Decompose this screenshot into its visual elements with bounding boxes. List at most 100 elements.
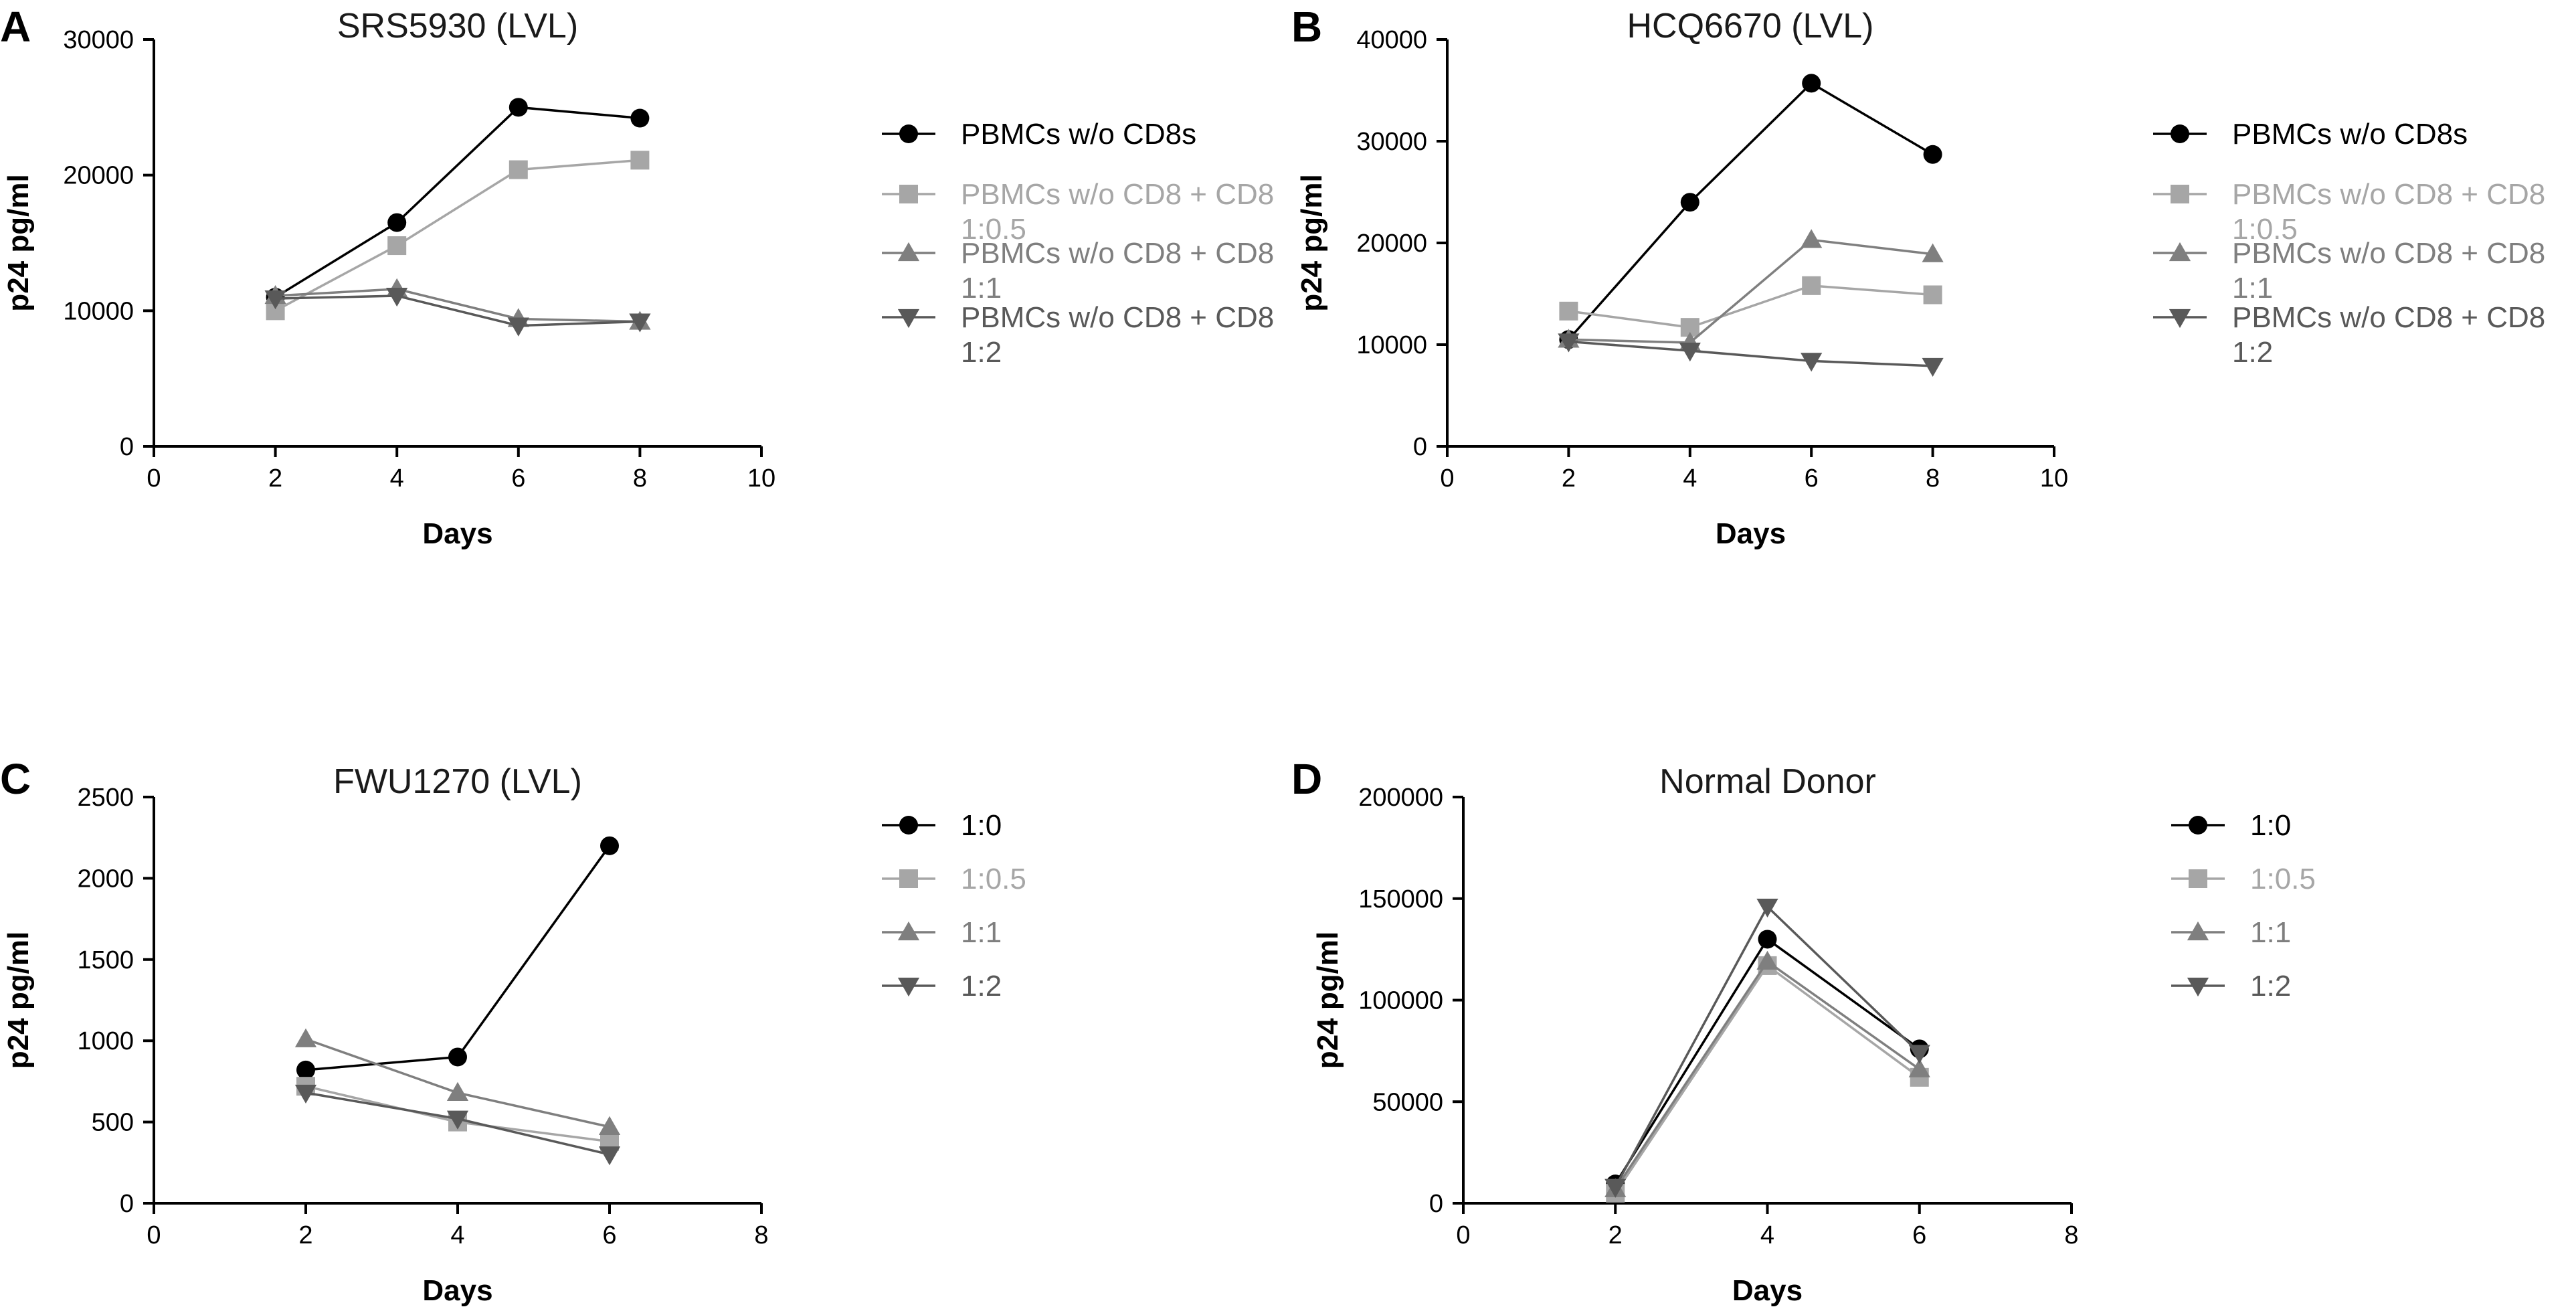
y-tick-label: 10000 [63, 297, 134, 325]
legend-label-line2: 1:0.5 [961, 213, 1026, 246]
data-point [264, 290, 286, 310]
y-tick-label: 2500 [77, 784, 134, 812]
y-tick-label: 2000 [77, 865, 134, 893]
x-axis-label: Days [422, 1274, 492, 1307]
series-line [1614, 937, 1920, 1185]
data-point [1908, 1058, 1930, 1077]
legend-item: 1:0 [882, 809, 1002, 842]
data-point [1559, 301, 1578, 321]
data-point [629, 313, 651, 333]
data-point [294, 1028, 317, 1047]
chart-panel-a: A SRS5930 (LVL) 0 2 4 6 8 10 0 10000 20000 30000 Day… [0, 3, 1274, 550]
series-1 [266, 98, 650, 307]
x-tick-label: 2 [1608, 1221, 1623, 1249]
legend-label-line2: 1:1 [961, 272, 1002, 304]
legend-label: PBMCs w/o CD8 + CD8 [2232, 237, 2545, 270]
y-tick-label: 500 [92, 1109, 134, 1137]
legend: 1:0 1:0.5 1:1 1:2 [2171, 809, 2316, 1002]
series-line [274, 106, 640, 298]
series-line [275, 288, 640, 323]
legend: 1:0 1:0.5 1:1 1:2 [882, 809, 1026, 1002]
legend-marker [2189, 869, 2207, 888]
data-point [448, 1047, 467, 1067]
data-point [446, 1110, 469, 1130]
series-line [1614, 905, 1920, 1188]
x-tick-label: 4 [390, 464, 404, 493]
x-tick-label: 0 [1456, 1221, 1470, 1249]
data-point [1558, 333, 1580, 353]
y-tick-label: 0 [120, 1190, 134, 1218]
legend-item: 1:0.5 [882, 863, 1026, 895]
x-axis-label: Days [1716, 517, 1786, 550]
y-axis-label: p24 pg/ml [1311, 932, 1344, 1069]
y-tick-label: 1500 [77, 946, 134, 974]
x-axis-label: Days [1732, 1274, 1803, 1307]
legend-label: PBMCs w/o CD8 + CD8 [961, 301, 1274, 334]
legend-item: PBMCs w/o CD8s [2153, 118, 2468, 151]
y-tick-label: 10000 [1356, 331, 1427, 359]
legend-item: PBMCs w/o CD8s [882, 118, 1196, 151]
legend-label: PBMCs w/o CD8 + CD8 [961, 237, 1274, 270]
y-tick-label: 0 [1413, 433, 1427, 461]
y-tick-label: 50000 [1372, 1088, 1443, 1116]
legend-marker [897, 309, 920, 329]
y-tick-label: 150000 [1358, 885, 1443, 913]
legend-label: 1:0 [2250, 809, 2291, 842]
legend-label: 1:2 [961, 970, 1002, 1002]
x-tick-label: 8 [754, 1221, 768, 1249]
data-point [446, 1081, 469, 1101]
legend-marker [2169, 242, 2191, 262]
x-tick-label: 8 [2064, 1221, 2078, 1249]
chart-title: FWU1270 (LVL) [333, 762, 582, 801]
data-point [1923, 145, 1942, 164]
data-point [1604, 1178, 1627, 1198]
chart-panel-d: D Normal Donor 0 2 4 6 8 0 50000 100000 150000 2000… [1291, 755, 2316, 1307]
series-3 [1604, 950, 1930, 1197]
series-line [305, 845, 611, 1071]
data-point [1758, 930, 1777, 949]
y-tick-label: 100000 [1358, 987, 1443, 1015]
y-tick-label: 0 [1429, 1190, 1443, 1218]
panel-label: D [1291, 755, 1322, 803]
y-axis-label: p24 pg/ml [1295, 174, 1328, 311]
data-point [1801, 353, 1823, 372]
legend-label: PBMCs w/o CD8 + CD8 [2232, 301, 2545, 334]
y-tick-label: 20000 [1356, 230, 1427, 258]
legend-marker [899, 869, 918, 888]
panel-label: C [0, 755, 31, 803]
legend-marker [2171, 185, 2189, 203]
legend-label: 1:0.5 [961, 863, 1026, 895]
series-2 [266, 151, 650, 321]
x-tick-label: 10 [2040, 464, 2068, 493]
chart-panel-b: B HCQ6670 (LVL) 0 2 4 6 8 10 0 10000 20000 30000 400… [1291, 3, 2545, 550]
data-point [1756, 898, 1778, 917]
x-tick-label: 2 [1562, 464, 1576, 493]
data-point [600, 836, 619, 855]
legend-label: PBMCs w/o CD8s [2232, 118, 2468, 151]
data-point [509, 98, 528, 117]
data-point [1680, 193, 1699, 212]
series-line [274, 159, 640, 312]
y-tick-label: 20000 [63, 162, 134, 190]
y-axis-label: p24 pg/ml [2, 932, 35, 1069]
x-tick-label: 6 [1912, 1221, 1926, 1249]
y-axis-label: p24 pg/ml [2, 174, 35, 311]
data-point [1922, 357, 1944, 377]
data-point [630, 151, 650, 170]
series-4 [1558, 333, 1944, 377]
panel-label: A [0, 3, 31, 51]
x-tick-label: 8 [1926, 464, 1940, 493]
panel-label: B [1291, 3, 1322, 51]
legend-item: 1:1 [882, 916, 1002, 949]
chart-title: SRS5930 (LVL) [337, 7, 578, 46]
x-tick-label: 4 [1683, 464, 1697, 493]
series-line [1568, 82, 1934, 341]
data-point [386, 287, 408, 307]
data-point [1679, 343, 1701, 362]
